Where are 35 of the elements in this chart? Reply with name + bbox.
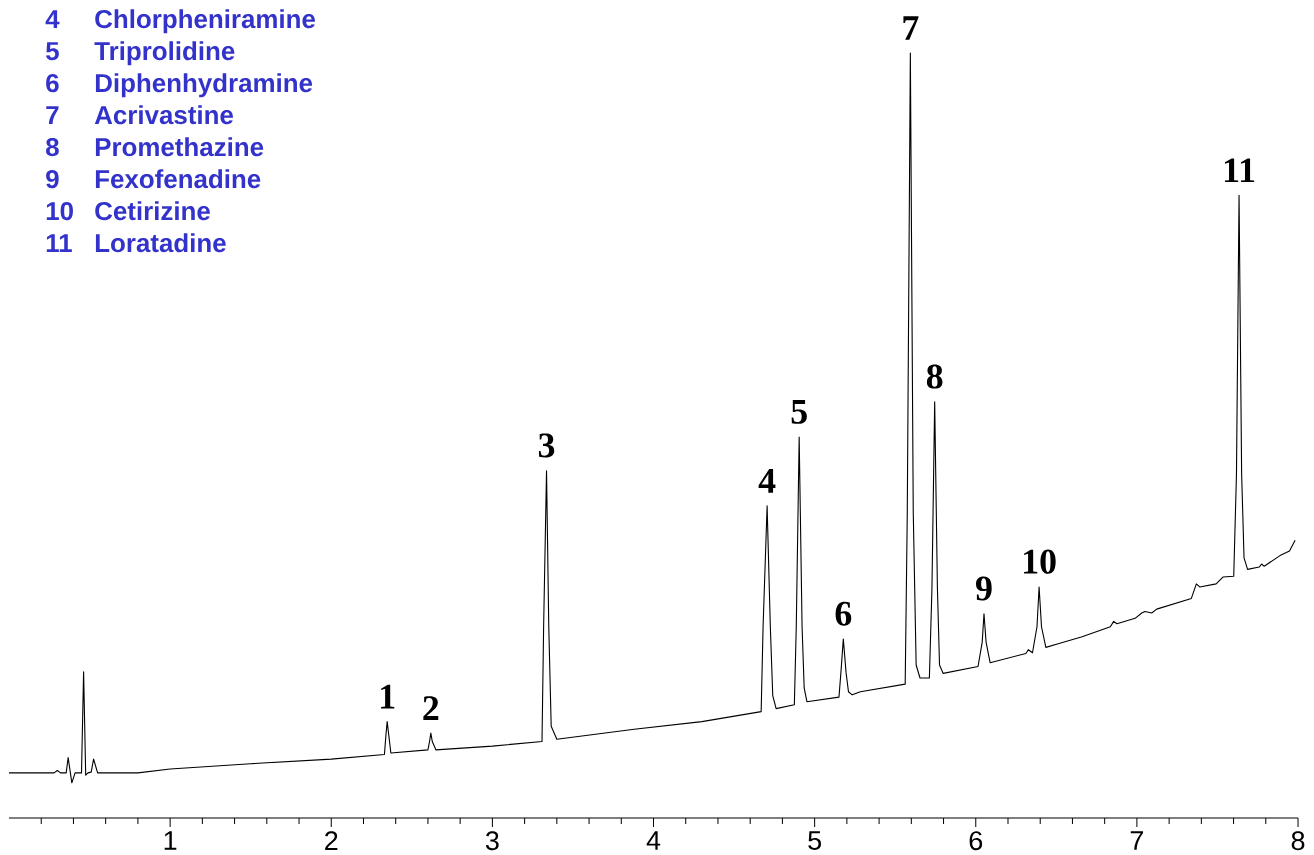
annotation: 5 [791, 399, 807, 424]
annotation: 8 [926, 364, 943, 389]
x-tick-label: 2 [325, 831, 338, 850]
annotation: Acrivastine [94, 105, 233, 125]
annotation: 8 [46, 137, 59, 157]
annotation: 11 [1224, 158, 1255, 183]
x-tick-label: 1 [164, 831, 177, 850]
annotation: 10 [46, 201, 73, 221]
text: 4 [45, 10, 60, 28]
x-tick-label: 8 [1291, 831, 1305, 851]
annotation: Triprolidine [94, 41, 235, 66]
annotation: 6 [835, 601, 852, 626]
annotation: 4 [758, 469, 776, 493]
annotation: 1 [381, 684, 395, 709]
annotation: 9 [976, 576, 992, 601]
annotation: Promethazine [95, 137, 264, 157]
annotation: 3 [538, 433, 555, 458]
x-tick-label: 5 [808, 831, 821, 850]
annotation: 11 [46, 234, 72, 252]
annotation: 10 [1024, 549, 1056, 574]
x-tick-label: 4 [646, 831, 661, 850]
x-tick-label: 7 [1130, 831, 1144, 850]
x-tick-label: 6 [969, 831, 983, 851]
annotation: 6 [46, 73, 59, 93]
annotation: Fexofenadine [95, 169, 261, 189]
annotation: Diphenhydramine [95, 73, 313, 98]
annotation: Cetirizine [95, 201, 210, 221]
annotation: Loratadine [95, 233, 226, 253]
annotation: 2 [423, 696, 439, 720]
annotation: 7 [46, 106, 59, 124]
x-tick-label: 3 [485, 831, 499, 851]
text: Chlorpheniramine [95, 9, 315, 34]
annotation: 7 [903, 16, 919, 40]
annotation: 5 [46, 42, 59, 61]
annotation: 9 [46, 169, 59, 189]
